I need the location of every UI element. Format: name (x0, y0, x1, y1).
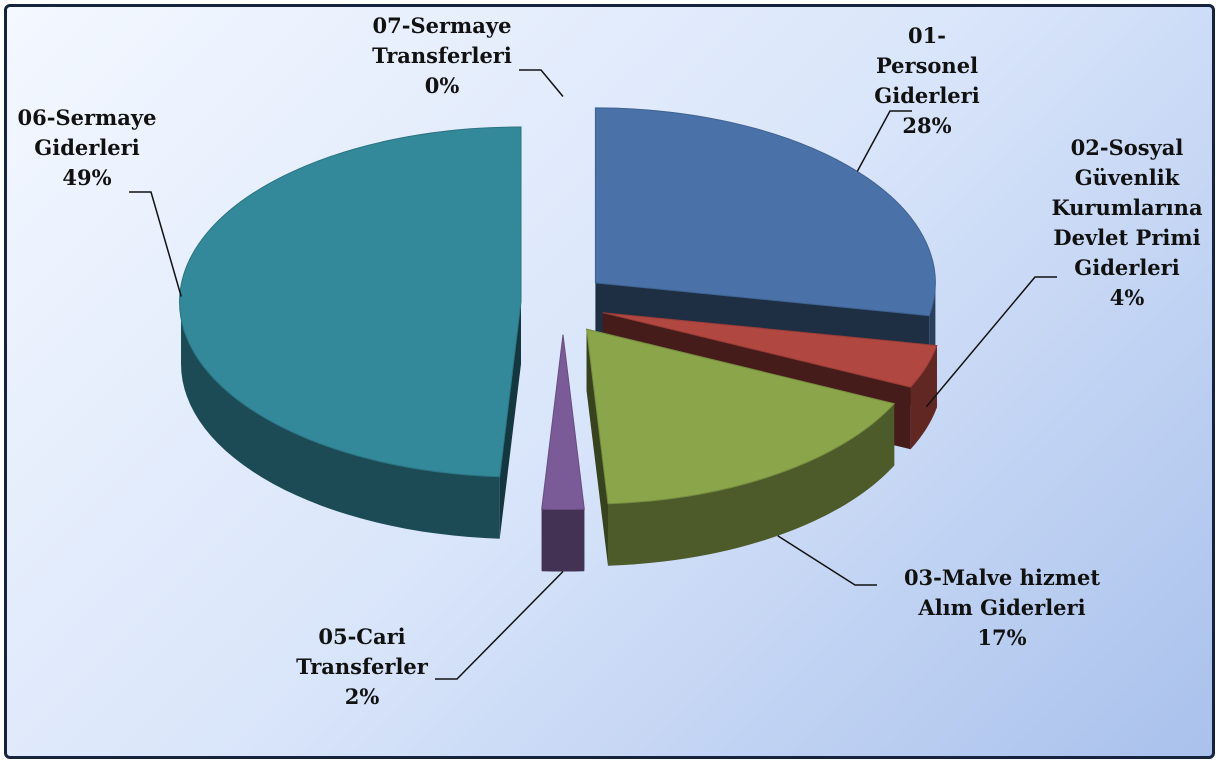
slice (179, 126, 522, 478)
label-name: 01-Personel Giderleri (874, 23, 980, 108)
leader-line (856, 110, 912, 172)
label-value: 2% (344, 684, 380, 709)
data-label: 01-Personel Giderleri 28% (862, 21, 992, 141)
label-value: 0% (424, 73, 460, 98)
slice (594, 107, 936, 317)
slice (602, 312, 938, 388)
label-name: 03-Malve hizmet Alım Giderleri (903, 565, 1101, 620)
label-value: 17% (977, 625, 1027, 650)
slice (541, 334, 585, 511)
slice-wall (541, 509, 585, 572)
leader-line (777, 535, 877, 586)
data-label: 05-Cari Transferler 2% (262, 622, 462, 712)
chart: 01-Personel Giderleri 28% 02-Sosyal Güvenl… (4, 4, 1215, 759)
leader-line (925, 276, 1057, 408)
pie-plot (129, 69, 1057, 680)
slice (586, 328, 896, 505)
leader-line (435, 570, 564, 680)
slice-side (499, 302, 521, 539)
data-label: 07-Sermaye Transferleri 0% (352, 11, 532, 101)
data-label: 06-Sermaye Giderleri 49% (7, 103, 167, 193)
slice-wall (180, 302, 500, 539)
label-name: 06-Sermaye Giderleri (17, 105, 157, 160)
label-name: 05-Cari Transferler (296, 624, 428, 679)
label-value: 28% (902, 113, 952, 138)
label-name: 07-Sermaye Transferleri (372, 13, 512, 68)
slice-side (586, 329, 608, 566)
label-name: 02-Sosyal Güvenlik Kurumlarına Devlet Pr… (1051, 135, 1203, 280)
label-value: 49% (62, 165, 112, 190)
leader-line (519, 69, 564, 97)
data-label: 03-Malve hizmet Alım Giderleri 17% (877, 563, 1127, 653)
leader-line (129, 191, 182, 297)
slice-wall (608, 403, 895, 566)
slice-wall (910, 345, 937, 450)
data-label: 02-Sosyal Güvenlik Kurumlarına Devlet Pr… (1047, 133, 1207, 313)
label-value: 4% (1109, 285, 1145, 310)
